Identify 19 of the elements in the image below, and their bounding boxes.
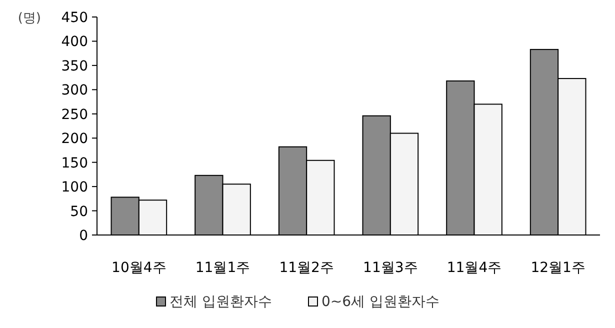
- y-tick-label: 250: [61, 106, 88, 123]
- x-tick-label: 12월1주: [530, 260, 586, 276]
- y-axis-title: (명): [18, 11, 41, 26]
- x-tick-label: 11월3주: [363, 260, 418, 276]
- y-tick-label: 150: [61, 155, 88, 172]
- x-tick-label: 11월4주: [446, 260, 502, 276]
- x-tick-label: 11월1주: [195, 260, 250, 276]
- y-tick-label: 0: [79, 228, 88, 244]
- y-tick-label: 350: [61, 58, 88, 74]
- x-tick-label: 11월2주: [279, 260, 334, 276]
- y-tick-label: 200: [61, 131, 88, 148]
- y-tick-label: 400: [61, 34, 88, 50]
- y-tick-label: 450: [61, 10, 88, 26]
- y-tick-label: 300: [61, 82, 88, 99]
- y-tick-label: 100: [61, 180, 88, 196]
- y-tick-label: 50: [70, 204, 88, 220]
- x-tick-label: 10월4주: [112, 260, 166, 276]
- legend-label: 전체 입원환자수: [170, 294, 272, 310]
- legend-label: 0~6세 입원환자수: [322, 294, 440, 310]
